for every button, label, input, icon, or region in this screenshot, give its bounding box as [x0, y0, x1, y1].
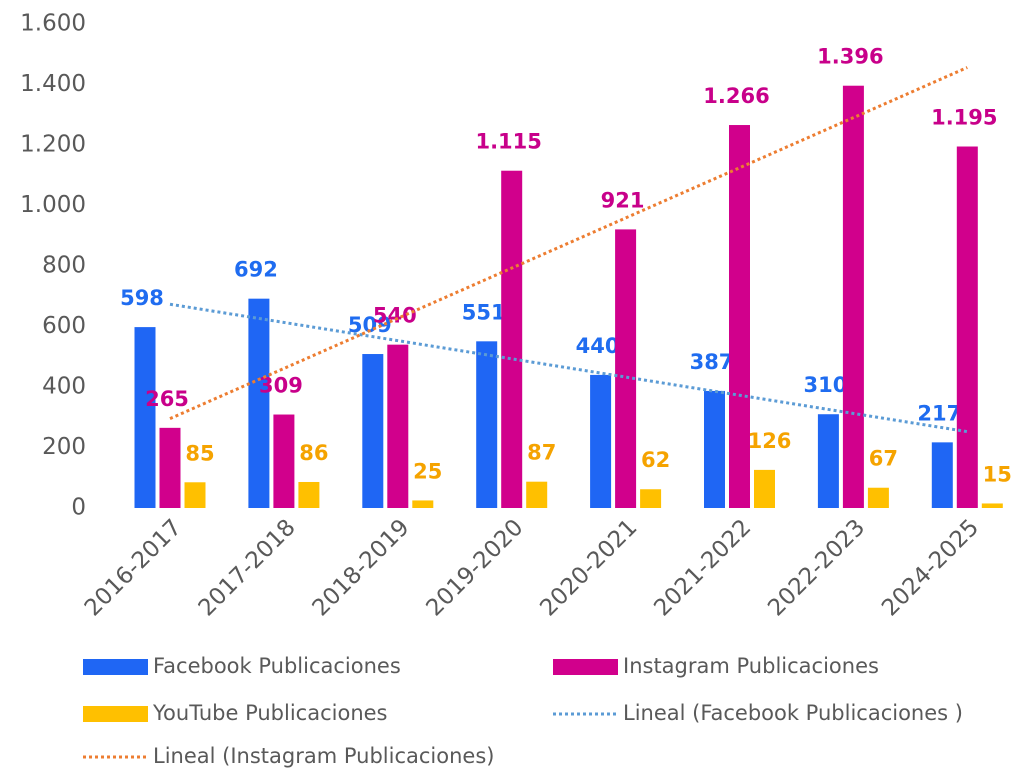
- data-label: 62: [641, 448, 670, 472]
- data-label: 87: [527, 441, 556, 465]
- bar: [640, 489, 662, 508]
- data-label: 551: [462, 300, 506, 324]
- legend-label: Instagram Publicaciones: [623, 654, 879, 678]
- data-label: 1.266: [703, 84, 769, 108]
- y-tick-label: 600: [42, 313, 86, 339]
- bar: [754, 469, 775, 508]
- trendline: [169, 66, 968, 420]
- bar: [298, 481, 320, 508]
- bar: [842, 85, 864, 509]
- bar: [412, 500, 434, 508]
- data-label: 598: [120, 286, 164, 310]
- bar: [501, 170, 523, 508]
- bar: [273, 414, 295, 508]
- bar: [729, 125, 750, 508]
- bar: [134, 327, 156, 508]
- data-label: 217: [917, 401, 961, 425]
- bar: [476, 341, 498, 508]
- x-tick-label: 2018-2019: [308, 514, 415, 621]
- bar: [362, 354, 384, 508]
- bar: [956, 146, 978, 508]
- x-tick-label: 2024-2025: [877, 514, 984, 621]
- y-tick-label: 800: [42, 253, 86, 279]
- bar: [159, 427, 181, 508]
- legend-label: Facebook Publicaciones: [153, 654, 401, 678]
- bar: [867, 487, 889, 508]
- y-tick-label: 200: [42, 434, 86, 460]
- legend-label: Lineal (Facebook Publicaciones ): [623, 701, 963, 725]
- data-label: 1.195: [931, 106, 997, 130]
- legend-swatch: [83, 659, 148, 675]
- bar: [615, 229, 637, 508]
- data-label: 265: [145, 387, 189, 411]
- trendline: [169, 302, 968, 434]
- data-label: 540: [373, 304, 417, 328]
- data-label: 692: [234, 258, 278, 282]
- bar: [387, 344, 409, 508]
- y-tick-label: 1.400: [20, 71, 86, 97]
- data-label: 85: [185, 441, 214, 465]
- data-label: 25: [413, 459, 442, 483]
- data-label: 1.396: [817, 45, 883, 69]
- x-tick-label: 2016-2017: [80, 514, 187, 621]
- bar: [817, 414, 839, 508]
- x-tick-label: 2020-2021: [535, 514, 642, 621]
- data-label: 1.115: [475, 130, 541, 154]
- legend-label: Lineal (Instagram Publicaciones): [153, 744, 494, 768]
- y-tick-label: 400: [42, 374, 86, 400]
- bar: [931, 442, 953, 508]
- data-label: 310: [803, 373, 847, 397]
- data-label: 15: [983, 462, 1012, 486]
- bar: [526, 481, 548, 508]
- data-label: 921: [601, 188, 645, 212]
- legend-swatch: [553, 659, 618, 675]
- x-tick-label: 2021-2022: [649, 514, 756, 621]
- bar: [590, 374, 612, 508]
- y-tick-label: 0: [71, 495, 86, 521]
- bar: [184, 482, 206, 508]
- x-tick-label: 2017-2018: [194, 514, 301, 621]
- bar: [704, 390, 725, 508]
- legend-label: YouTube Publicaciones: [152, 701, 388, 725]
- data-label: 126: [748, 429, 792, 453]
- data-label: 387: [690, 350, 734, 374]
- y-tick-label: 1.000: [20, 192, 86, 218]
- data-label: 86: [299, 441, 328, 465]
- data-label: 67: [869, 447, 898, 471]
- y-tick-label: 1.600: [20, 11, 86, 37]
- data-label: 440: [576, 334, 620, 358]
- x-tick-label: 2019-2020: [422, 514, 529, 621]
- bar: [981, 503, 1003, 508]
- y-tick-label: 1.200: [20, 132, 86, 158]
- x-tick-label: 2022-2023: [763, 514, 870, 621]
- bar: [248, 298, 270, 508]
- legend-swatch: [83, 706, 148, 722]
